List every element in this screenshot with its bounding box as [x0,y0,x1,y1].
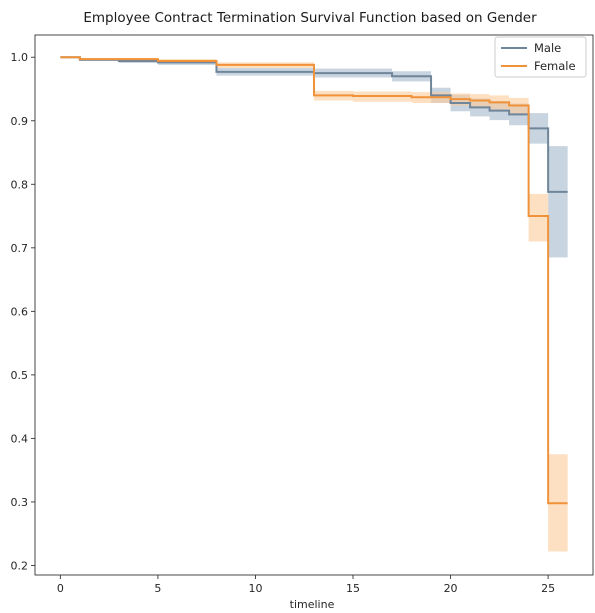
x-tick-label: 15 [346,582,360,595]
legend-label-female: Female [534,59,576,73]
y-tick-label: 0.2 [11,559,29,572]
legend: Male Female [495,37,586,77]
y-tick-label: 1.0 [11,51,29,64]
y-tick-label: 0.9 [11,115,29,128]
y-tick-label: 0.6 [11,305,29,318]
y-tick-label: 0.8 [11,178,29,191]
y-tick-label: 0.5 [11,369,29,382]
y-tick-label: 0.4 [11,432,29,445]
x-tick-label: 20 [444,582,458,595]
chart-title: Employee Contract Termination Survival F… [83,10,537,26]
legend-label-male: Male [534,41,561,55]
x-axis-label: timeline [290,598,335,611]
x-tick-label: 25 [541,582,555,595]
y-tick-label: 0.3 [11,496,29,509]
y-tick-label: 0.7 [11,242,29,255]
x-tick-label: 5 [154,582,161,595]
x-tick-label: 0 [57,582,64,595]
x-tick-label: 10 [248,582,262,595]
